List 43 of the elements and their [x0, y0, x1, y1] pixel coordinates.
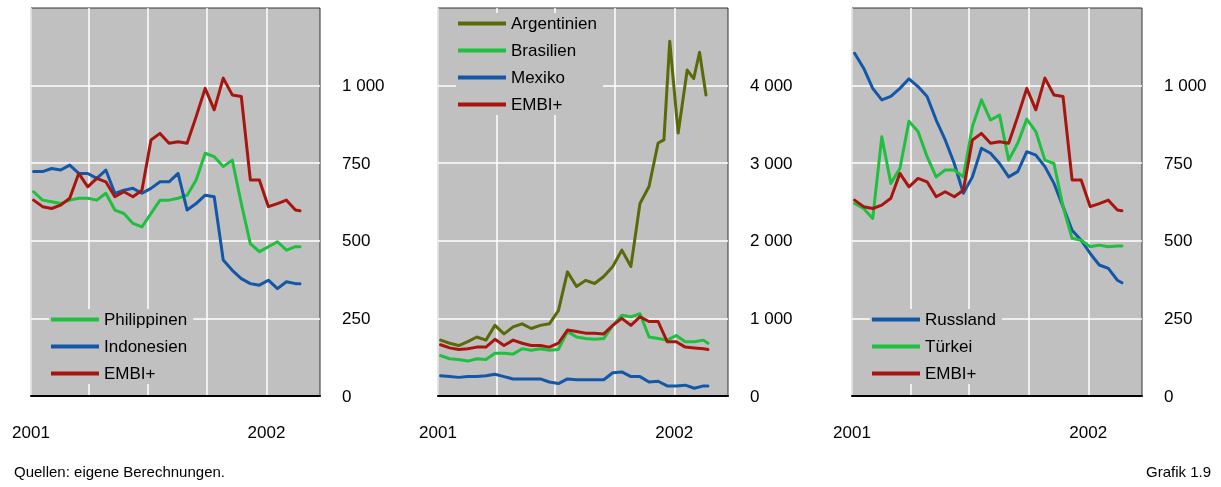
y-tick-label: 1 000	[750, 308, 793, 328]
line-series	[853, 76, 1124, 213]
y-tick-label: 1 000	[1164, 76, 1207, 96]
line-series	[853, 98, 1124, 249]
legend-label: Argentinien	[511, 14, 598, 33]
legend-label: Indonesien	[104, 337, 188, 356]
y-tick-label: 750	[342, 153, 371, 173]
line-series	[439, 39, 708, 348]
legend-label: Philippinen	[104, 310, 188, 329]
y-tick-label: 1 000	[342, 76, 385, 96]
text: Grafik 1.9	[1145, 463, 1212, 480]
y-tick-label: 500	[342, 231, 371, 251]
y-tick-label: 0	[750, 386, 760, 406]
legend-label: Russland	[925, 310, 996, 329]
y-tick-label: 0	[342, 386, 352, 406]
legend-label: EMBI+	[925, 364, 977, 383]
source-note: Quellen: eigene Berechnungen.	[14, 463, 225, 480]
legend-label: EMBI+	[511, 95, 563, 114]
y-tick-label: 250	[342, 308, 371, 328]
y-tick-label: 250	[1164, 308, 1193, 328]
x-tick-label: 2002	[247, 423, 286, 442]
x-tick-label: 2002	[655, 423, 694, 442]
legend-label: Mexiko	[511, 68, 565, 87]
y-tick-label: 4 000	[750, 76, 793, 96]
y-tick-label: 2 000	[750, 231, 793, 251]
line-series	[439, 312, 710, 363]
y-tick-label: 500	[1164, 231, 1193, 251]
x-tick-label: 2001	[833, 423, 871, 442]
legend-label: Brasilien	[511, 41, 577, 60]
line-series	[439, 315, 710, 351]
x-tick-label: 2002	[1069, 423, 1108, 442]
x-tick-label: 2001	[419, 423, 457, 442]
line-series	[853, 51, 1124, 285]
legend-label: Türkei	[925, 337, 973, 356]
line-series	[32, 76, 302, 213]
y-tick-label: 3 000	[750, 153, 793, 173]
x-tick-label: 2001	[12, 423, 50, 442]
y-tick-label: 0	[1164, 386, 1174, 406]
line-series	[32, 151, 302, 254]
y-tick-label: 750	[1164, 153, 1193, 173]
line-series	[439, 370, 710, 390]
line-series	[32, 163, 302, 291]
legend-label: EMBI+	[104, 364, 156, 383]
